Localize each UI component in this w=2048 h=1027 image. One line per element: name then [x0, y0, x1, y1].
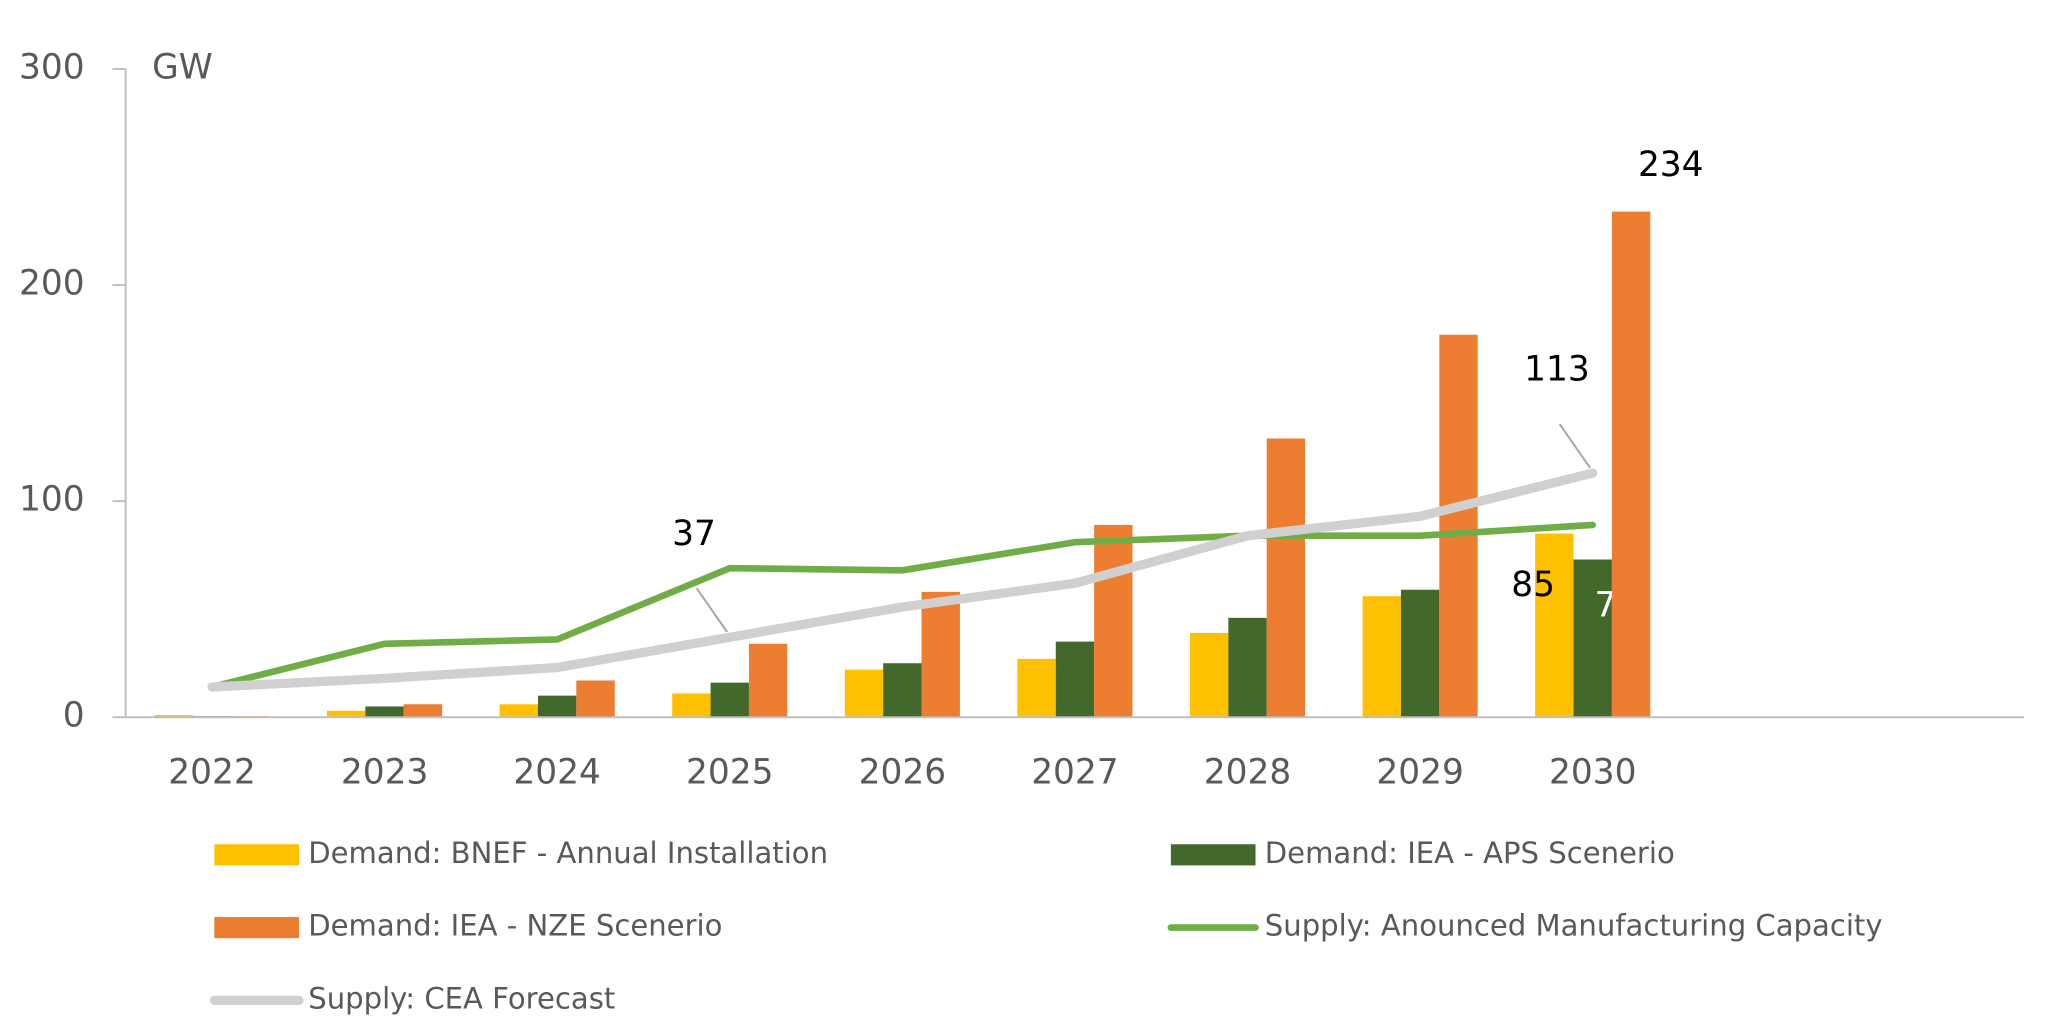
data-label: 37 — [672, 514, 716, 554]
x-tick-label: 2025 — [686, 753, 773, 793]
data-label: 234 — [1638, 145, 1704, 185]
bar — [1266, 438, 1306, 718]
bar — [1094, 524, 1133, 718]
bar — [1362, 596, 1401, 718]
legend-label: Demand: IEA - APS Scenerio — [1265, 836, 1675, 870]
y-tick-label: 0 — [63, 696, 85, 736]
legend-swatch — [1170, 844, 1256, 866]
bar — [576, 680, 615, 718]
bar — [1535, 533, 1574, 718]
bar — [883, 663, 922, 718]
x-tick-label: 2029 — [1376, 753, 1463, 793]
data-label: 113 — [1524, 350, 1590, 390]
y-tick-label: 200 — [19, 264, 85, 304]
bar — [403, 704, 443, 718]
bar — [365, 706, 404, 718]
x-tick-label: 2024 — [513, 753, 600, 793]
bar — [1573, 559, 1612, 718]
bar — [499, 704, 538, 718]
bar — [537, 695, 577, 718]
line — [207, 468, 1598, 692]
bar — [1400, 589, 1440, 718]
bar — [672, 693, 711, 718]
legend-label: Supply: Anounced Manufacturing Capacity — [1265, 909, 1883, 943]
bar — [1611, 211, 1651, 718]
x-tick-label: 2028 — [1204, 753, 1291, 793]
line — [208, 521, 1597, 691]
bar — [1439, 334, 1478, 718]
bar — [154, 715, 193, 718]
legend-label: Supply: CEA Forecast — [308, 981, 615, 1015]
x-tick-label: 2030 — [1549, 753, 1636, 793]
x-tick-label: 2023 — [341, 753, 428, 793]
bar — [1189, 632, 1229, 718]
y-tick-label: 300 — [19, 47, 85, 87]
bar — [710, 682, 749, 718]
x-tick-label: 2027 — [1031, 753, 1118, 793]
leader-line — [1558, 423, 1591, 469]
legend-label: Demand: IEA - NZE Scenerio — [308, 909, 722, 943]
leader-line — [695, 587, 728, 633]
legend-label: Demand: BNEF - Annual Installation — [308, 836, 828, 870]
x-tick-label: 2022 — [168, 753, 255, 793]
bar — [1228, 617, 1267, 718]
data-label: 85 — [1511, 565, 1555, 605]
legend-swatch — [214, 917, 299, 939]
bar — [844, 669, 884, 718]
x-tick-label: 2026 — [859, 753, 946, 793]
bar — [921, 591, 960, 718]
bar — [1055, 641, 1095, 718]
y-unit: GW — [152, 47, 213, 87]
legend-swatch — [214, 844, 299, 866]
bar — [748, 643, 788, 718]
bar — [327, 710, 366, 718]
y-tick-label: 100 — [19, 480, 85, 520]
bar — [1017, 658, 1056, 718]
